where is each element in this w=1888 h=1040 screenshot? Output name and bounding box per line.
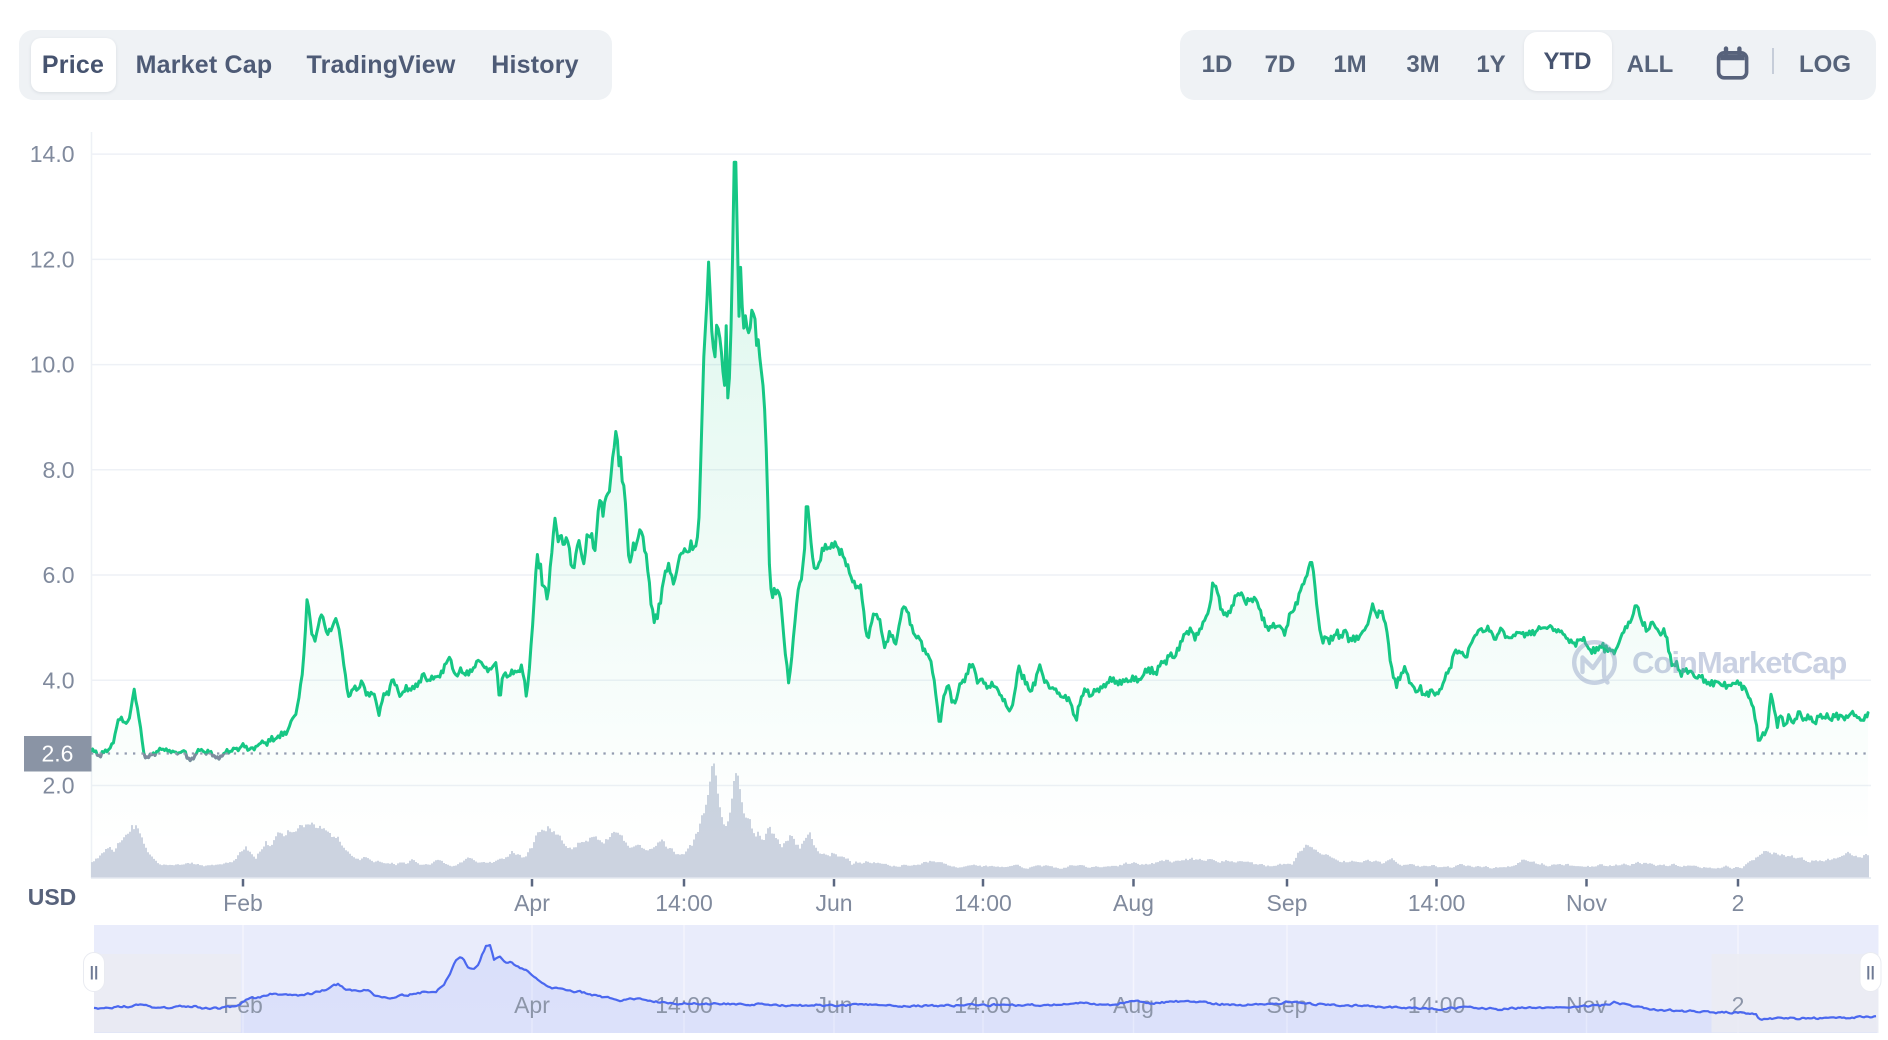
svg-text:10.0: 10.0 [30,352,75,378]
svg-text:Sep: Sep [1267,890,1308,916]
svg-text:8.0: 8.0 [43,457,75,483]
svg-text:6.0: 6.0 [43,562,75,588]
svg-text:14:00: 14:00 [954,890,1012,916]
svg-text:12.0: 12.0 [30,246,75,272]
svg-text:Feb: Feb [223,992,263,1018]
svg-text:2: 2 [1732,992,1745,1018]
svg-text:2.0: 2.0 [43,773,75,799]
svg-text:14:00: 14:00 [1408,890,1466,916]
svg-text:Sep: Sep [1267,992,1308,1018]
svg-text:14.0: 14.0 [30,141,75,167]
svg-text:USD: USD [28,884,77,910]
svg-text:Aug: Aug [1113,992,1154,1018]
svg-text:4.0: 4.0 [43,667,75,693]
svg-text:Apr: Apr [514,992,550,1018]
svg-text:14:00: 14:00 [1408,992,1466,1018]
svg-text:CoinMarketCap: CoinMarketCap [1632,645,1846,680]
svg-text:Aug: Aug [1113,890,1154,916]
svg-text:14:00: 14:00 [655,890,713,916]
svg-text:2.6: 2.6 [42,741,74,767]
svg-text:2: 2 [1732,890,1745,916]
svg-text:Apr: Apr [514,890,550,916]
svg-text:Jun: Jun [815,890,852,916]
svg-text:Feb: Feb [223,890,263,916]
svg-text:Nov: Nov [1566,890,1607,916]
